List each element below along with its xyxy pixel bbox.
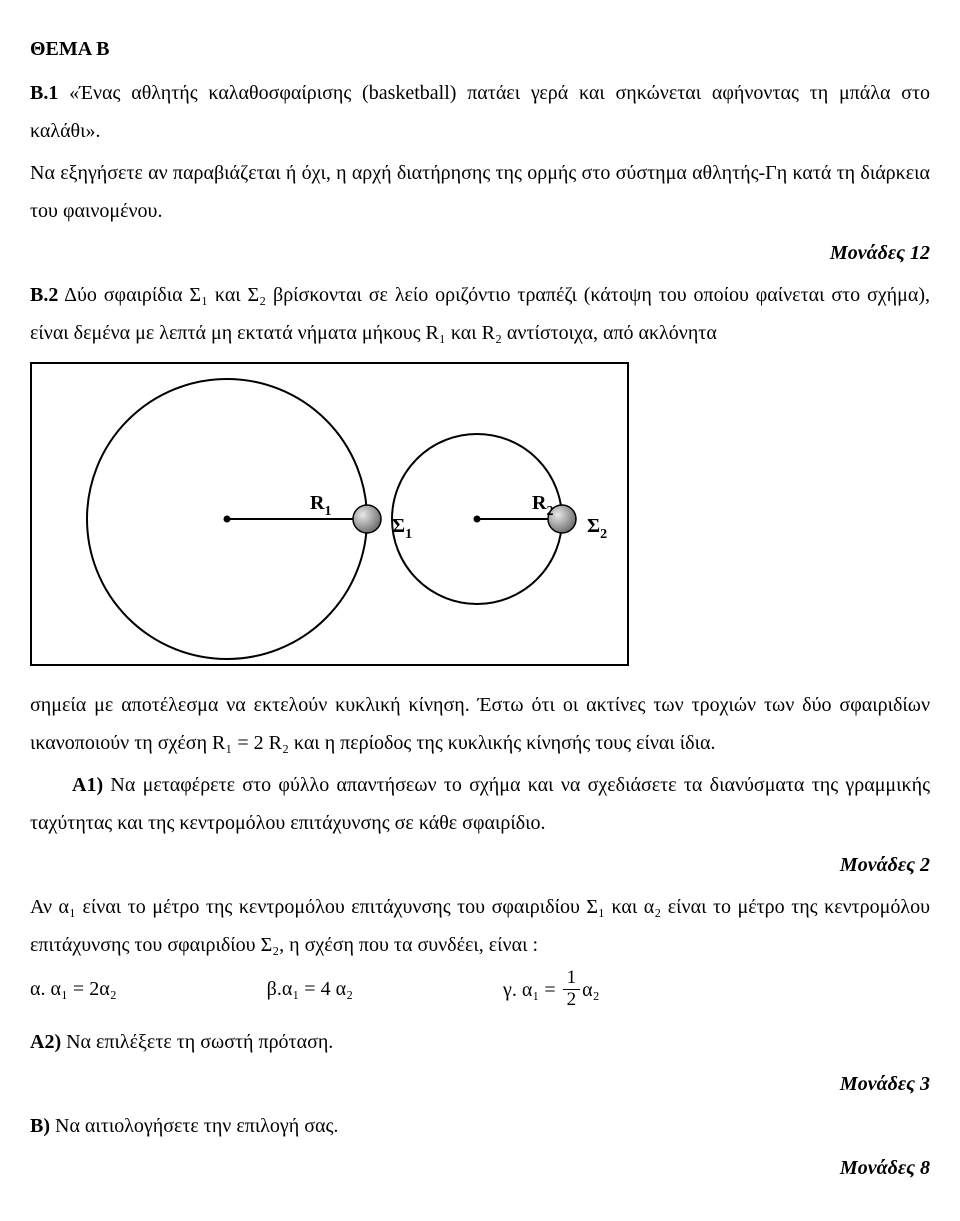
option-c-rhs: α₂ [582, 979, 599, 1001]
label-s2-main: Σ [587, 515, 600, 537]
label-r2: R2 [532, 492, 553, 519]
label-s2-sub: 2 [600, 527, 607, 542]
label-r1-main: R [310, 492, 325, 514]
a2-line: Α2) Να επιλέξετε τη σωστή πρόταση. [30, 1023, 930, 1061]
option-b-text: α₁ = 4 α₂ [282, 978, 353, 1000]
b2-intro-text: Δύο σφαιρίδια Σ₁ και Σ₂ βρίσκονται σε λε… [30, 284, 930, 344]
diagram-svg: R1 R2 Σ1 Σ2 [32, 364, 627, 664]
option-c-lhs: α₁ = [522, 979, 561, 1001]
b-line: Β) Να αιτιολογήσετε την επιλογή σας. [30, 1107, 930, 1145]
label-s1-sub: 1 [405, 527, 412, 542]
label-r1-sub: 1 [324, 504, 331, 519]
b1-label: Β.1 [30, 82, 58, 104]
option-a: α. α₁ = 2α₂ [30, 970, 117, 1008]
options-row: α. α₁ = 2α₂ β.α₁ = 4 α₂ γ. α₁ = 12α₂ [30, 970, 930, 1013]
b1-paragraph: Β.1 «Ένας αθλητής καλαθοσφαίρισης (baske… [30, 74, 930, 150]
a1-paragraph: Α1) Να μεταφέρετε στο φύλλο απαντήσεων τ… [30, 766, 930, 842]
label-r2-main: R [532, 492, 547, 514]
option-c-den: 2 [563, 990, 581, 1011]
ball-1 [353, 505, 381, 533]
b2-after-figure: σημεία με αποτέλεσμα να εκτελούν κυκλική… [30, 686, 930, 762]
a2-label: Α2) [30, 1031, 61, 1053]
option-c: γ. α₁ = 12α₂ [503, 970, 600, 1013]
marks-2: Μονάδες 2 [30, 846, 930, 884]
marks-8: Μονάδες 8 [30, 1149, 930, 1187]
b-text: Να αιτιολογήσετε την επιλογή σας. [55, 1115, 338, 1137]
a2-text: Να επιλέξετε τη σωστή πρόταση. [66, 1031, 333, 1053]
option-c-fraction: 12 [563, 968, 581, 1011]
label-s2: Σ2 [587, 515, 607, 542]
exam-page: ΘΕΜΑ Β Β.1 «Ένας αθλητής καλαθοσφαίρισης… [0, 0, 960, 1221]
relation-text: Αν α₁ είναι το μέτρο της κεντρομόλου επι… [30, 888, 930, 964]
label-r2-sub: 2 [546, 504, 553, 519]
figure-container: R1 R2 Σ1 Σ2 [30, 362, 629, 666]
label-r1: R1 [310, 492, 331, 519]
option-a-prefix: α. [30, 978, 50, 1000]
marks-12: Μονάδες 12 [30, 234, 930, 272]
a1-label: Α1) [72, 774, 103, 796]
label-s1-main: Σ [392, 515, 405, 537]
option-b-prefix: β. [267, 978, 282, 1000]
option-a-text: α₁ = 2α₂ [50, 978, 116, 1000]
option-c-num: 1 [563, 968, 581, 990]
b1-instruction: Να εξηγήσετε αν παραβιάζεται ή όχι, η αρ… [30, 154, 930, 230]
b2-intro: Β.2 Δύο σφαιρίδια Σ₁ και Σ₂ βρίσκονται σ… [30, 276, 930, 352]
section-heading: ΘΕΜΑ Β [30, 30, 930, 68]
option-b: β.α₁ = 4 α₂ [267, 970, 353, 1008]
a1-text: Να μεταφέρετε στο φύλλο απαντήσεων το σχ… [30, 774, 930, 834]
b-label: Β) [30, 1115, 50, 1137]
marks-3: Μονάδες 3 [30, 1065, 930, 1103]
b2-label: Β.2 [30, 284, 58, 306]
option-c-prefix: γ. [503, 979, 522, 1001]
b1-quote: «Ένας αθλητής καλαθοσφαίρισης (basketbal… [30, 82, 930, 142]
